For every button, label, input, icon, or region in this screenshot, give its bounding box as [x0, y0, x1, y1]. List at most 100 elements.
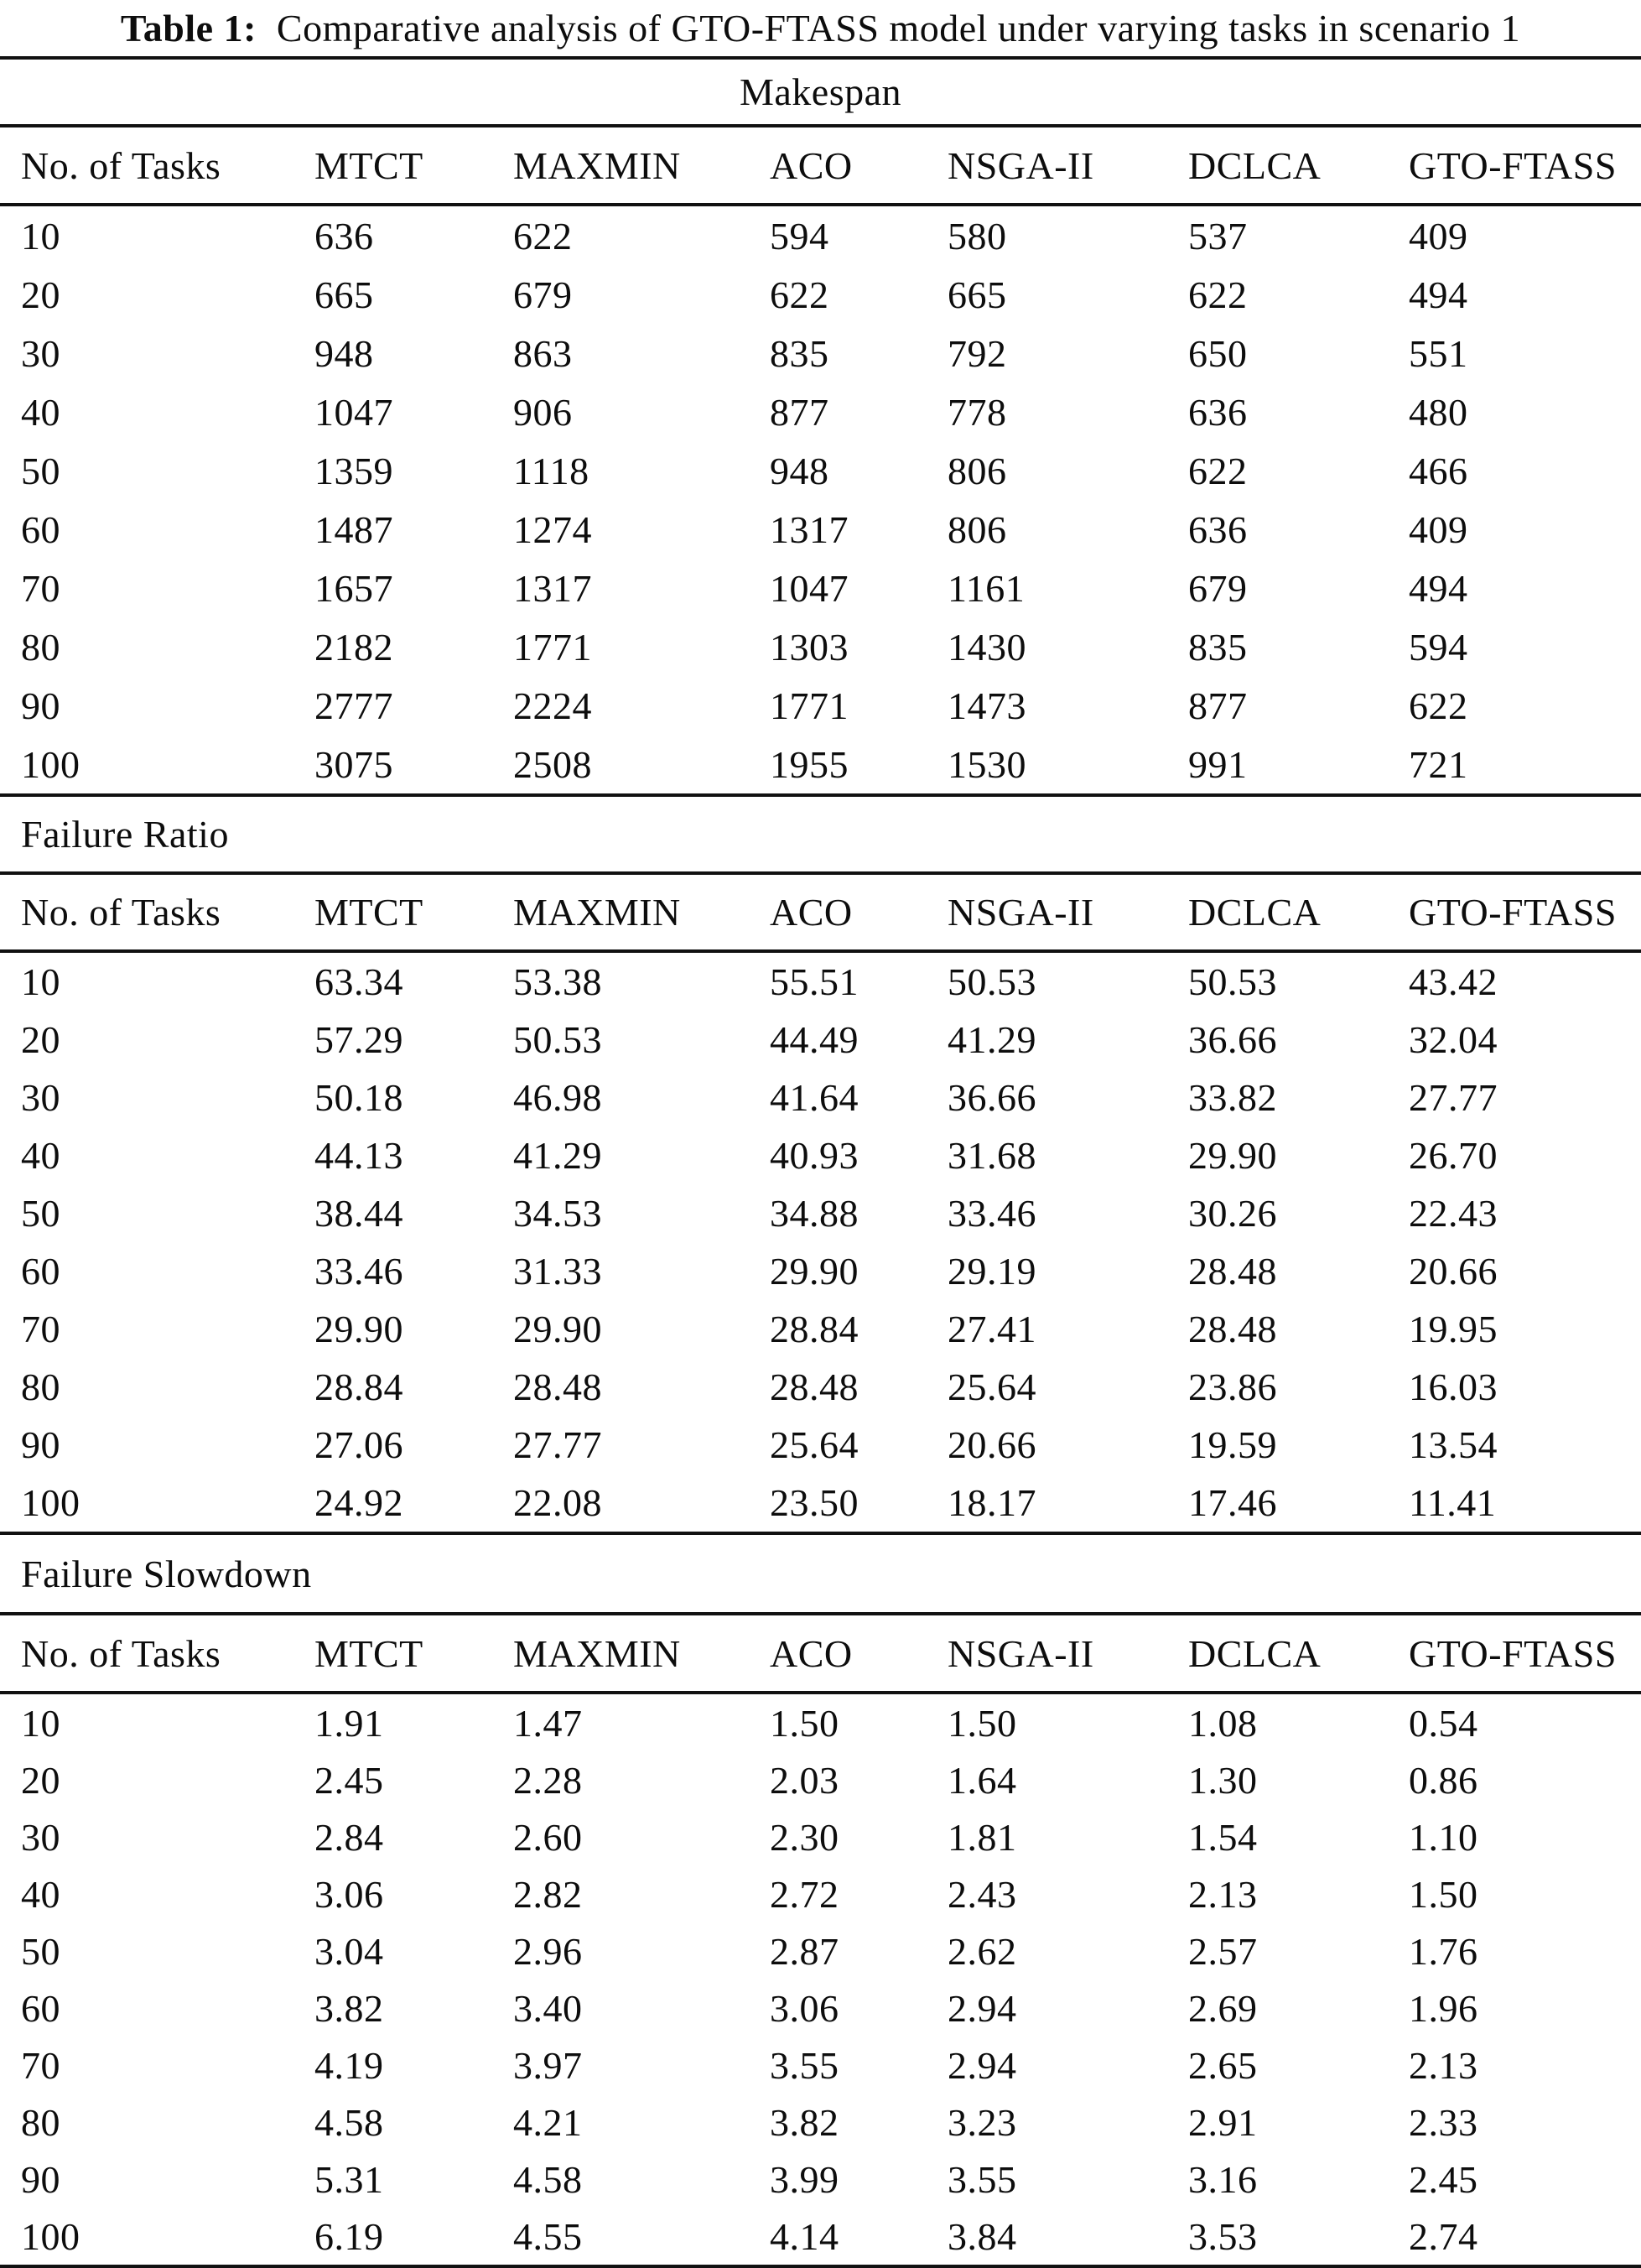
value-cell: 2.57 — [1188, 1929, 1258, 1973]
value-cell: 665 — [314, 273, 374, 316]
section-title: Failure Slowdown — [0, 1535, 1641, 1615]
value-cell: 877 — [1188, 684, 1248, 727]
table-caption: Table 1: Comparative analysis of GTO-FTA… — [0, 0, 1641, 60]
value-cell: 27.77 — [1409, 1076, 1498, 1119]
value-cell: 2.45 — [314, 1758, 384, 1802]
value-cell: 2508 — [513, 742, 592, 786]
row-label-cell: 50 — [21, 1929, 60, 1973]
value-cell: 0.54 — [1409, 1701, 1478, 1745]
column-header: MTCT — [314, 891, 423, 934]
value-cell: 30.26 — [1188, 1192, 1277, 1235]
value-cell: 6.19 — [314, 2214, 384, 2258]
value-cell: 22.43 — [1409, 1192, 1498, 1235]
value-cell: 13.54 — [1409, 1423, 1498, 1466]
value-cell: 38.44 — [314, 1192, 403, 1235]
value-cell: 494 — [1409, 273, 1468, 316]
value-cell: 31.33 — [513, 1250, 602, 1293]
value-cell: 1955 — [770, 742, 849, 786]
value-cell: 36.66 — [1188, 1018, 1277, 1061]
value-cell: 3.40 — [513, 1986, 583, 2030]
table-row: 60 1487 1274 1317 806 636 409 — [0, 500, 1641, 559]
value-cell: 4.58 — [314, 2100, 384, 2144]
row-label-cell: 100 — [21, 2214, 80, 2258]
value-cell: 594 — [1409, 625, 1468, 668]
column-header: No. of Tasks — [21, 891, 221, 934]
column-header: GTO-FTASS — [1409, 143, 1617, 187]
value-cell: 2.62 — [948, 1929, 1017, 1973]
value-cell: 665 — [948, 273, 1007, 316]
value-cell: 3.16 — [1188, 2157, 1258, 2201]
table-row: 90 27.06 27.77 25.64 20.66 19.59 13.54 — [0, 1416, 1641, 1474]
value-cell: 50.53 — [948, 960, 1036, 1003]
table-row: 70 1657 1317 1047 1161 679 494 — [0, 559, 1641, 617]
value-cell: 22.08 — [513, 1481, 602, 1524]
value-cell: 18.17 — [948, 1481, 1036, 1524]
column-header: MAXMIN — [513, 143, 681, 187]
row-label-cell: 100 — [21, 742, 80, 786]
value-cell: 3.53 — [1188, 2214, 1258, 2258]
row-label-cell: 40 — [21, 1872, 60, 1916]
value-cell: 679 — [513, 273, 573, 316]
table-row: 40 3.06 2.82 2.72 2.43 2.13 1.50 — [0, 1865, 1641, 1922]
value-cell: 636 — [314, 214, 374, 257]
value-cell: 28.48 — [770, 1365, 859, 1408]
value-cell: 636 — [1188, 390, 1248, 434]
value-cell: 2.65 — [1188, 2043, 1258, 2087]
value-cell: 1.50 — [948, 1701, 1017, 1745]
value-cell: 28.48 — [1188, 1308, 1277, 1350]
value-cell: 4.21 — [513, 2100, 583, 2144]
value-cell: 622 — [1409, 684, 1468, 727]
table-row: 80 28.84 28.48 28.48 25.64 23.86 16.03 — [0, 1358, 1641, 1416]
value-cell: 948 — [770, 449, 829, 492]
section-title: Makespan — [0, 60, 1641, 127]
value-cell: 3.97 — [513, 2043, 583, 2087]
column-header: DCLCA — [1188, 143, 1322, 187]
value-cell: 27.41 — [948, 1308, 1036, 1350]
value-cell: 594 — [770, 214, 829, 257]
caption-spacer — [257, 6, 277, 50]
value-cell: 2.33 — [1409, 2100, 1478, 2144]
value-cell: 2.60 — [513, 1815, 583, 1859]
value-cell: 792 — [948, 331, 1007, 375]
value-cell: 622 — [1188, 273, 1248, 316]
value-cell: 1487 — [314, 507, 393, 551]
value-cell: 1530 — [948, 742, 1026, 786]
table-caption-label: Table 1: — [120, 7, 257, 49]
value-cell: 2777 — [314, 684, 393, 727]
section-rows: 10 636 622 594 580 537 409 20 665 679 622 665 622 494… — [0, 206, 1641, 797]
section-title: Failure Ratio — [0, 797, 1641, 875]
value-cell: 806 — [948, 449, 1007, 492]
value-cell: 29.90 — [1188, 1134, 1277, 1177]
table-row: 70 29.90 29.90 28.84 27.41 28.48 19.95 — [0, 1300, 1641, 1358]
value-cell: 1771 — [770, 684, 849, 727]
header-row: No. of Tasks MTCT MAXMIN ACO NSGA-II DCLCA GTO… — [0, 875, 1641, 953]
value-cell: 28.48 — [513, 1365, 602, 1408]
value-cell: 1161 — [948, 566, 1026, 610]
value-cell: 33.46 — [948, 1192, 1036, 1235]
row-label-cell: 10 — [21, 960, 60, 1003]
row-label-cell: 30 — [21, 1815, 60, 1859]
value-cell: 2.03 — [770, 1758, 839, 1802]
value-cell: 3.82 — [314, 1986, 384, 2030]
value-cell: 906 — [513, 390, 573, 434]
value-cell: 2.72 — [770, 1872, 839, 1916]
value-cell: 622 — [513, 214, 573, 257]
table-row: 10 636 622 594 580 537 409 — [0, 206, 1641, 265]
row-label-cell: 70 — [21, 2043, 60, 2087]
value-cell: 551 — [1409, 331, 1468, 375]
value-cell: 2.30 — [770, 1815, 839, 1859]
value-cell: 778 — [948, 390, 1007, 434]
row-label-cell: 20 — [21, 273, 60, 316]
row-label-cell: 60 — [21, 1250, 60, 1293]
value-cell: 2.96 — [513, 1929, 583, 1973]
value-cell: 23.50 — [770, 1481, 859, 1524]
value-cell: 2.13 — [1409, 2043, 1478, 2087]
table-row: 10 1.91 1.47 1.50 1.50 1.08 0.54 — [0, 1694, 1641, 1751]
table-section: Failure Slowdown No. of Tasks MTCT MAXMIN A… — [0, 1535, 1641, 2268]
value-cell: 1274 — [513, 507, 592, 551]
value-cell: 3.06 — [314, 1872, 384, 1916]
value-cell: 3.82 — [770, 2100, 839, 2144]
row-label-cell: 80 — [21, 2100, 60, 2144]
table-row: 30 50.18 46.98 41.64 36.66 33.82 27.77 — [0, 1069, 1641, 1126]
value-cell: 20.66 — [1409, 1250, 1498, 1293]
